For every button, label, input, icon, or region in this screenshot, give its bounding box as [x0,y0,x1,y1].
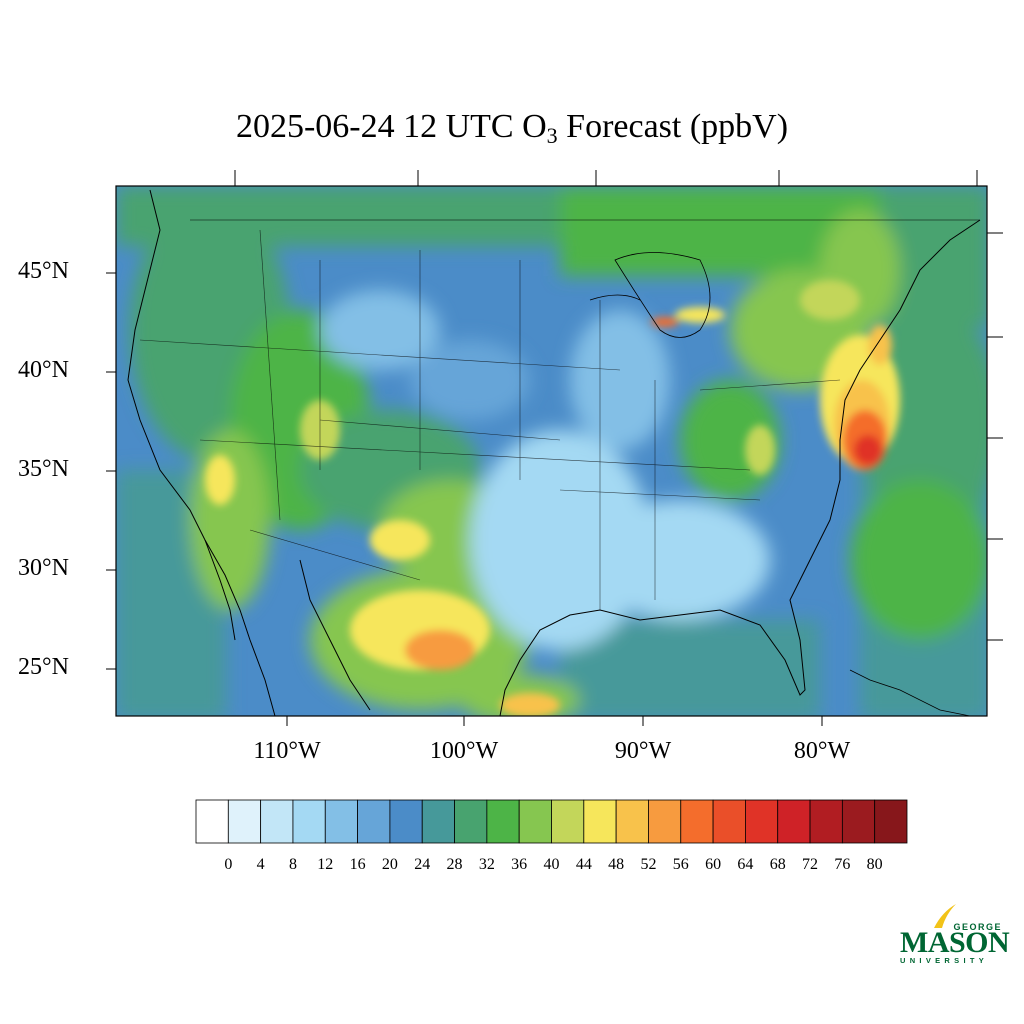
lat-label-35n: 35°N [18,456,69,482]
logo-university-text: UNIVERSITY [900,956,989,965]
lon-label-110w: 110°W [253,738,321,764]
colorbar-tick-label: 40 [543,856,560,873]
colorbar-tick-label: 20 [381,856,398,873]
gmu-logo: GEORGE MASON UNIVERSITY [900,900,1010,970]
colorbar-tick-label: 36 [511,856,528,873]
axis-ticks [106,170,1003,726]
colorbar-tick-label: 56 [672,856,689,873]
colorbar-tick-label: 60 [705,856,722,873]
colorbar-tick-label: 32 [478,856,495,873]
colorbar-tick-label: 24 [414,856,431,873]
colorbar-tick-label: 80 [866,856,883,873]
logo-george-text: GEORGE [953,922,1002,932]
colorbar-tick-label: 16 [349,856,366,873]
map-frame [115,185,988,717]
coastlines [127,189,981,716]
lat-label-45n: 45°N [18,258,69,284]
colorbar-tick-label: 76 [834,856,851,873]
colorbar-tick-label: 44 [575,856,592,873]
lat-label-25n: 25°N [18,654,69,680]
colorbar-tick-label: 4 [256,856,265,873]
colorbar-tick-label: 12 [317,856,334,873]
colorbar-tick-label: 28 [446,856,463,873]
lon-label-90w: 90°W [614,738,672,764]
lon-label-100w: 100°W [429,738,499,764]
colorbar-tick-label: 48 [608,856,625,873]
colorbar-tick-label: 52 [640,856,657,873]
lon-label-80w: 80°W [793,738,851,764]
colorbar-tick-label: 64 [737,856,754,873]
logo-swoosh-icon [934,904,956,928]
map-title: 2025-06-24 12 UTC O3 Forecast (ppbV) [235,108,789,148]
colorbar-tick-label: 68 [769,856,786,873]
concentration-field [116,186,987,716]
colorbar-tick-label: 0 [224,856,233,873]
lat-label-40n: 40°N [18,357,69,383]
colorbar-tick-label: 8 [288,856,297,873]
state-borders [139,229,841,610]
colorbar-tick-label: 72 [802,856,819,873]
lat-label-30n: 30°N [18,555,69,581]
logo-mason-text: MASON [900,926,1010,959]
